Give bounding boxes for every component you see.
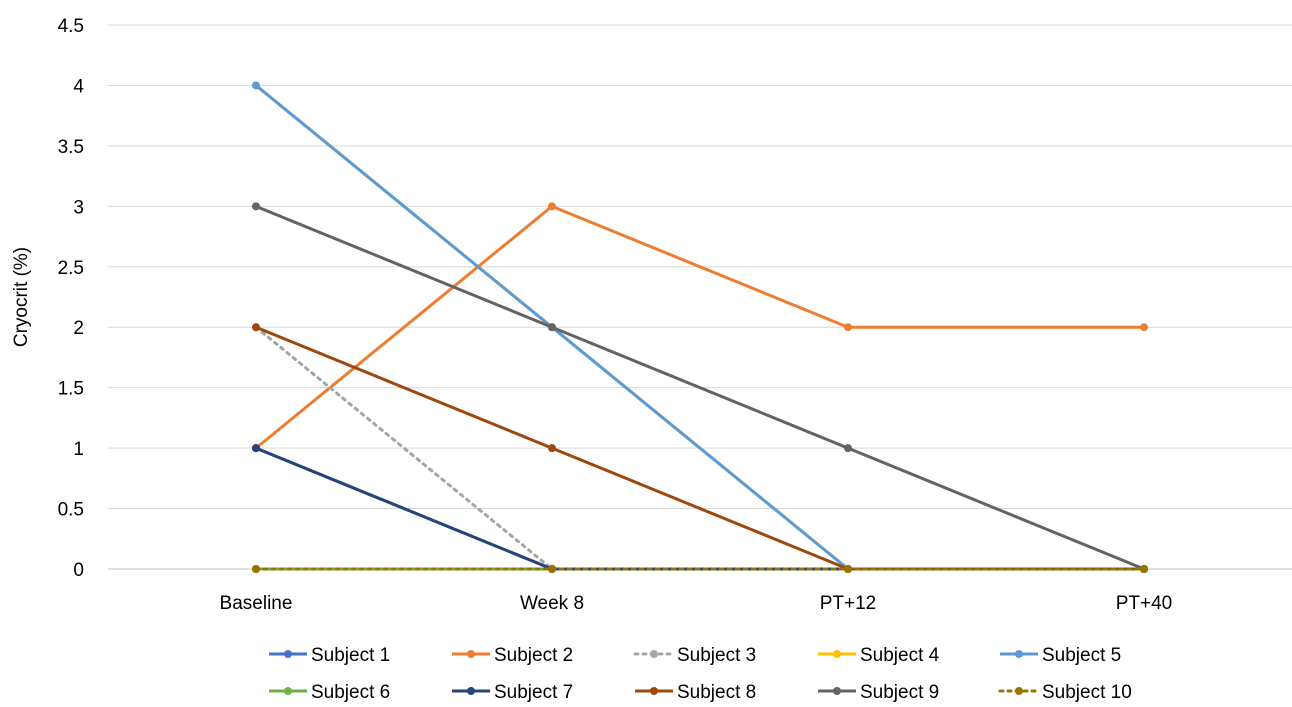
data-point — [548, 323, 556, 332]
legend-marker — [1015, 650, 1023, 658]
legend-marker — [650, 650, 658, 658]
legend-item: Subject 5 — [1000, 645, 1121, 666]
legend-marker — [284, 687, 292, 695]
y-tick-label: 2.5 — [58, 258, 84, 279]
x-axis-ticks: Baseline Week 8 PT+12 PT+40 — [220, 593, 1173, 614]
y-tick-label: 0.5 — [58, 500, 84, 521]
legend-label: Subject 3 — [677, 645, 756, 666]
y-tick-label: 3.5 — [58, 137, 84, 158]
series-lines — [252, 81, 1148, 573]
data-point — [548, 444, 556, 453]
y-axis-ticks: 0 0.5 1 1.5 2 2.5 3 3.5 4 4.5 — [58, 16, 85, 581]
data-point — [844, 565, 852, 573]
y-tick-label: 4 — [73, 76, 84, 97]
data-point — [252, 202, 260, 211]
legend-item: Subject 10 — [998, 682, 1132, 703]
y-tick-label: 0 — [73, 560, 84, 581]
y-axis-title: Cryocrit (%) — [11, 247, 32, 347]
series-10 — [252, 565, 1148, 573]
legend-marker — [467, 687, 475, 695]
y-tick-label: 4.5 — [58, 16, 84, 37]
legend-marker — [833, 687, 841, 695]
legend-label: Subject 8 — [677, 682, 756, 702]
legend-label: Subject 9 — [860, 682, 939, 702]
legend-item: Subject 2 — [452, 645, 573, 666]
legend-marker — [467, 650, 475, 658]
legend-item: Subject 7 — [452, 682, 573, 703]
x-tick-label: PT+40 — [1116, 593, 1173, 614]
legend-item: Subject 4 — [818, 645, 940, 666]
legend: Subject 1 Subject 2 Subject 3 Subject 4 Subj… — [269, 645, 1132, 703]
legend-item: Subject 6 — [269, 682, 390, 703]
legend-label: Subject 10 — [1042, 682, 1132, 702]
y-tick-label: 1 — [73, 439, 84, 460]
series-line — [255, 204, 1145, 571]
legend-marker — [1015, 687, 1023, 695]
data-point — [844, 444, 852, 453]
legend-item: Subject 8 — [635, 682, 756, 703]
x-tick-label: Baseline — [220, 593, 293, 614]
data-point — [252, 323, 260, 332]
y-tick-label: 1.5 — [58, 379, 84, 400]
legend-item: Subject 9 — [818, 682, 939, 703]
legend-label: Subject 6 — [311, 682, 390, 702]
data-point — [1140, 323, 1148, 332]
data-point — [252, 444, 260, 453]
data-point — [844, 323, 852, 332]
gridlines — [108, 24, 1292, 570]
y-tick-label: 3 — [73, 197, 84, 218]
data-point — [548, 565, 556, 573]
y-tick-label: 2 — [73, 318, 84, 339]
data-point — [548, 202, 556, 211]
legend-item: Subject 1 — [269, 645, 390, 666]
legend-marker — [833, 650, 841, 658]
data-point — [252, 565, 260, 573]
series-line — [255, 204, 1144, 450]
data-point — [1140, 565, 1148, 573]
legend-marker — [650, 687, 658, 695]
legend-label: Subject 7 — [494, 682, 573, 702]
legend-label: Subject 1 — [311, 645, 390, 666]
legend-item: Subject 3 — [633, 645, 756, 666]
legend-marker — [284, 650, 292, 658]
legend-label: Subject 4 — [860, 645, 940, 666]
x-tick-label: PT+12 — [820, 593, 877, 614]
legend-label: Subject 2 — [494, 645, 573, 666]
x-tick-label: Week 8 — [520, 593, 584, 614]
data-point — [252, 81, 260, 90]
legend-label: Subject 5 — [1042, 645, 1121, 666]
